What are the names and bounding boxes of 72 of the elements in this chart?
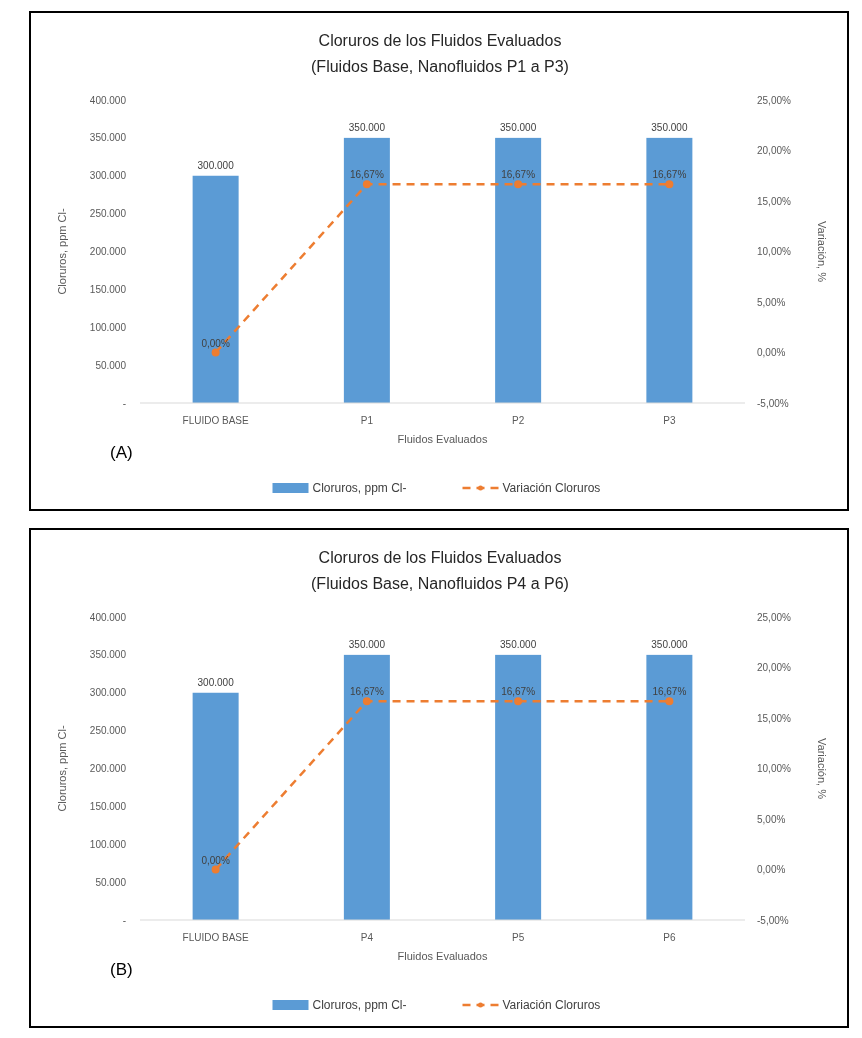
- data-label: 350.000: [348, 121, 386, 133]
- y2-tick-label: 5,00%: [757, 296, 786, 308]
- y2-tick-label: 20,00%: [757, 662, 792, 673]
- y2-tick-label: -5,00%: [757, 914, 789, 926]
- data-label: 350.000: [651, 121, 688, 133]
- x-tick-label: FLUIDO BASE: [182, 415, 250, 426]
- y2-tick-label: 0,00%: [757, 864, 786, 875]
- y2-tick-label: 25,00%: [757, 94, 792, 106]
- y2-tick-label: 15,00%: [757, 195, 792, 207]
- x-axis-title: Fluidos Evaluados: [397, 433, 488, 445]
- y-tick-label: 400.000: [89, 94, 127, 106]
- legend-label: Variación Cloruros: [502, 481, 601, 495]
- y-tick-label: 250.000: [89, 725, 127, 737]
- chart-subtitle: (Fluidos Base, Nanofluidos P1 a P3): [311, 58, 569, 75]
- y2-tick-label: 0,00%: [757, 347, 786, 358]
- data-label: 350.000: [500, 638, 537, 650]
- data-label: 300.000: [197, 159, 235, 171]
- data-label: 0,00%: [201, 337, 230, 349]
- y-tick-label: 250.000: [89, 208, 127, 220]
- y2-tick-label: 5,00%: [757, 813, 786, 825]
- x-tick-label: FLUIDO BASE: [182, 932, 250, 943]
- y-axis-title: Cloruros, ppm Cl-: [56, 725, 68, 812]
- y-tick-label: 200.000: [89, 246, 127, 257]
- y-tick-label: 100.000: [89, 321, 127, 333]
- data-label: 0,00%: [201, 854, 230, 866]
- data-label: 16,67%: [349, 169, 384, 181]
- x-tick-label: P4: [360, 932, 374, 943]
- y2-tick-label: 25,00%: [757, 611, 792, 623]
- y2-axis-title: Variación, %: [816, 221, 828, 283]
- data-label: 350.000: [651, 638, 688, 650]
- data-label: 16,67%: [501, 169, 536, 181]
- y-tick-label: 400.000: [89, 611, 127, 623]
- x-tick-label: P3: [663, 415, 676, 426]
- y-tick-label: 300.000: [89, 687, 127, 699]
- y-tick-label: 350.000: [89, 649, 127, 661]
- y2-tick-label: 15,00%: [757, 712, 792, 724]
- x-tick-label: P1: [360, 415, 374, 426]
- data-label: 16,67%: [652, 686, 687, 698]
- data-label: 350.000: [500, 121, 537, 133]
- y-tick-label: 50.000: [95, 876, 127, 888]
- y-tick-label: 150.000: [89, 800, 127, 812]
- legend-label: Cloruros, ppm Cl-: [312, 481, 407, 495]
- y2-tick-label: 10,00%: [757, 763, 792, 774]
- y2-tick-label: 20,00%: [757, 145, 792, 156]
- data-label: 350.000: [348, 638, 386, 650]
- y-tick-label: 50.000: [95, 359, 127, 371]
- text: (B): [110, 960, 133, 979]
- data-label: 300.000: [197, 676, 235, 688]
- x-axis-title: Fluidos Evaluados: [397, 950, 488, 962]
- y-tick-label: 100.000: [89, 838, 127, 850]
- x-tick-label: P2: [512, 415, 525, 426]
- chart-subtitle: (Fluidos Base, Nanofluidos P4 a P6): [311, 575, 569, 592]
- y-tick-label: 300.000: [89, 170, 127, 182]
- y2-tick-label: 10,00%: [757, 246, 792, 257]
- chart-title: Cloruros de los Fluidos Evaluados: [318, 549, 562, 566]
- y-axis-title: Cloruros, ppm Cl-: [56, 208, 68, 295]
- y-tick-label: -: [122, 397, 126, 409]
- y-tick-label: -: [122, 914, 126, 926]
- y-tick-label: 350.000: [89, 132, 127, 144]
- y-tick-label: 200.000: [89, 763, 127, 774]
- y-tick-label: 150.000: [89, 283, 127, 295]
- x-tick-label: P5: [512, 932, 525, 943]
- legend-label: Variación Cloruros: [502, 998, 601, 1012]
- legend-label: Cloruros, ppm Cl-: [312, 998, 407, 1012]
- y2-axis-title: Variación, %: [816, 738, 828, 800]
- chart-title: Cloruros de los Fluidos Evaluados: [318, 32, 562, 49]
- x-tick-label: P6: [663, 932, 676, 943]
- data-label: 16,67%: [349, 686, 384, 698]
- y2-tick-label: -5,00%: [757, 397, 789, 409]
- text: (A): [110, 443, 133, 462]
- data-label: 16,67%: [652, 169, 687, 181]
- data-label: 16,67%: [501, 686, 536, 698]
